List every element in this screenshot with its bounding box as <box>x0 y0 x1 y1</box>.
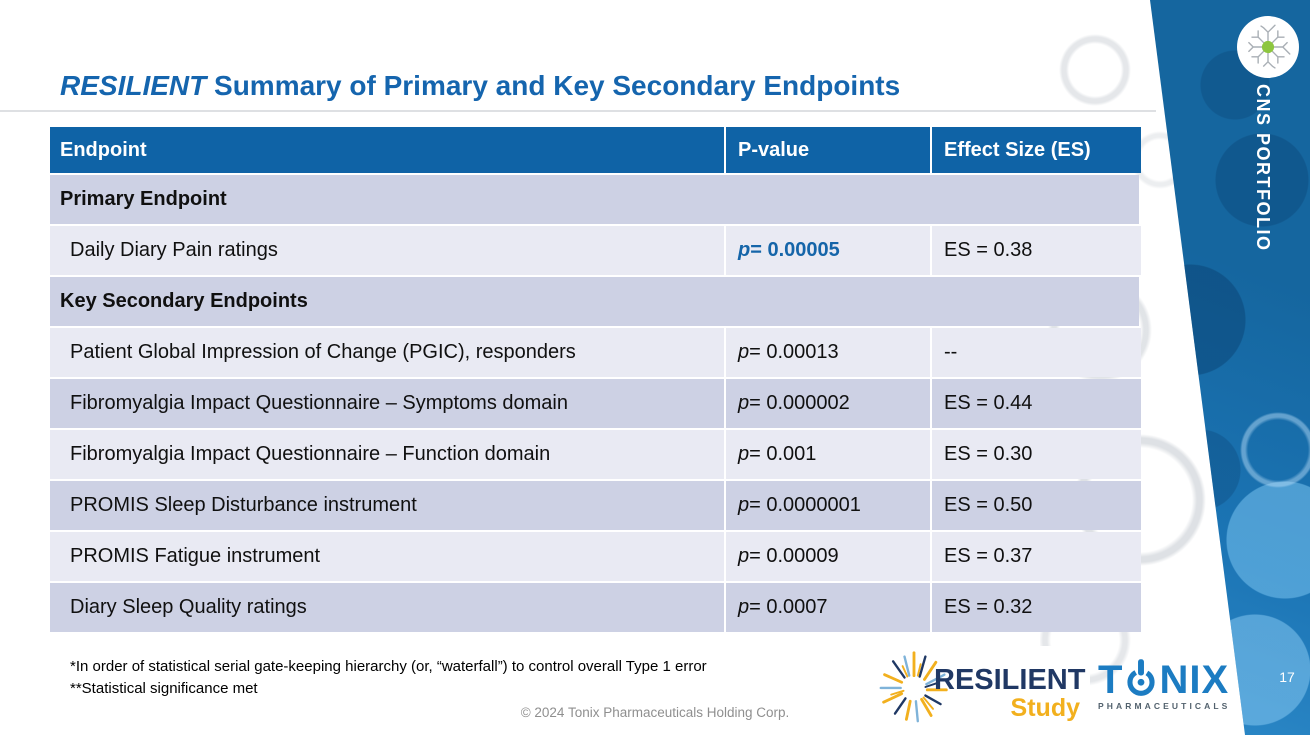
p-value-cell: p = 0.0000001 <box>726 481 930 530</box>
starburst-icon <box>879 651 948 723</box>
footnote-1: *In order of statistical serial gate-kee… <box>70 658 707 675</box>
page-title-rest: Summary of Primary and Key Secondary End… <box>206 70 901 101</box>
page-title-emphasis: RESILIENT <box>60 70 207 101</box>
p-value-cell: p = 0.0007 <box>726 583 930 632</box>
p-value-cell: p = 0.000002 <box>726 379 930 428</box>
resilient-wordmark: RESILIENT <box>934 664 1086 696</box>
copyright-text: © 2024 Tonix Pharmaceuticals Holding Cor… <box>520 705 790 720</box>
footnotes: *In order of statistical serial gate-kee… <box>70 656 707 700</box>
column-header-effect-size: Effect Size (ES) <box>932 127 1141 173</box>
tonix-wordmark: T NIX <box>1098 658 1240 702</box>
endpoint-cell: PROMIS Fatigue instrument <box>50 532 724 581</box>
table-row: Daily Diary Pain ratings p = 0.00005 ES … <box>50 226 1141 275</box>
table-row: Patient Global Impression of Change (PGI… <box>50 328 1141 377</box>
page-title: RESILIENT Summary of Primary and Key Sec… <box>60 70 900 102</box>
endpoint-cell: PROMIS Sleep Disturbance instrument <box>50 481 724 530</box>
effect-size-cell: ES = 0.44 <box>932 379 1141 428</box>
table-header-row: Endpoint P-value Effect Size (ES) <box>50 127 1141 173</box>
neuron-icon <box>1237 16 1299 78</box>
p-value-cell: p = 0.00013 <box>726 328 930 377</box>
cns-portfolio-label: CNS PORTFOLIO <box>1253 84 1273 252</box>
title-divider <box>0 110 1156 112</box>
power-icon <box>1127 659 1156 696</box>
endpoint-cell: Patient Global Impression of Change (PGI… <box>50 328 724 377</box>
page-number: 17 <box>1279 669 1295 685</box>
p-value-cell: p = 0.00009 <box>726 532 930 581</box>
column-header-p-value: P-value <box>726 127 930 173</box>
tonix-prefix: T <box>1098 658 1124 702</box>
section-label: Primary Endpoint <box>50 175 1139 224</box>
footnote-2: **Statistical significance met <box>70 680 258 697</box>
column-header-endpoint: Endpoint <box>50 127 724 173</box>
endpoint-cell: Fibromyalgia Impact Questionnaire – Func… <box>50 430 724 479</box>
table-row: Fibromyalgia Impact Questionnaire – Symp… <box>50 379 1141 428</box>
endpoints-table: Endpoint P-value Effect Size (ES) Primar… <box>50 127 1141 634</box>
endpoint-cell: Fibromyalgia Impact Questionnaire – Symp… <box>50 379 724 428</box>
effect-size-cell: -- <box>932 328 1141 377</box>
section-row-primary: Primary Endpoint <box>50 175 1141 224</box>
table-row: Diary Sleep Quality ratings p = 0.0007 E… <box>50 583 1141 632</box>
tonix-sub-label: PHARMACEUTICALS <box>1098 701 1231 711</box>
effect-size-cell: ES = 0.50 <box>932 481 1141 530</box>
table-row: PROMIS Fatigue instrument p = 0.00009 ES… <box>50 532 1141 581</box>
tonix-suffix: NIX <box>1159 658 1230 702</box>
section-row-key-secondary: Key Secondary Endpoints <box>50 277 1141 326</box>
effect-size-cell: ES = 0.37 <box>932 532 1141 581</box>
effect-size-cell: ES = 0.30 <box>932 430 1141 479</box>
resilient-study-logo: RESILIENT Study <box>876 646 1090 731</box>
p-value-cell: p = 0.001 <box>726 430 930 479</box>
endpoint-cell: Daily Diary Pain ratings <box>50 226 724 275</box>
effect-size-cell: ES = 0.32 <box>932 583 1141 632</box>
table-row: PROMIS Sleep Disturbance instrument p = … <box>50 481 1141 530</box>
effect-size-cell: ES = 0.38 <box>932 226 1141 275</box>
p-value-cell: p = 0.00005 <box>726 226 930 275</box>
table-row: Fibromyalgia Impact Questionnaire – Func… <box>50 430 1141 479</box>
endpoint-cell: Diary Sleep Quality ratings <box>50 583 724 632</box>
tonix-logo: T NIX PHARMACEUTICALS <box>1098 659 1240 711</box>
section-label: Key Secondary Endpoints <box>50 277 1139 326</box>
resilient-study-label: Study <box>1010 694 1080 722</box>
